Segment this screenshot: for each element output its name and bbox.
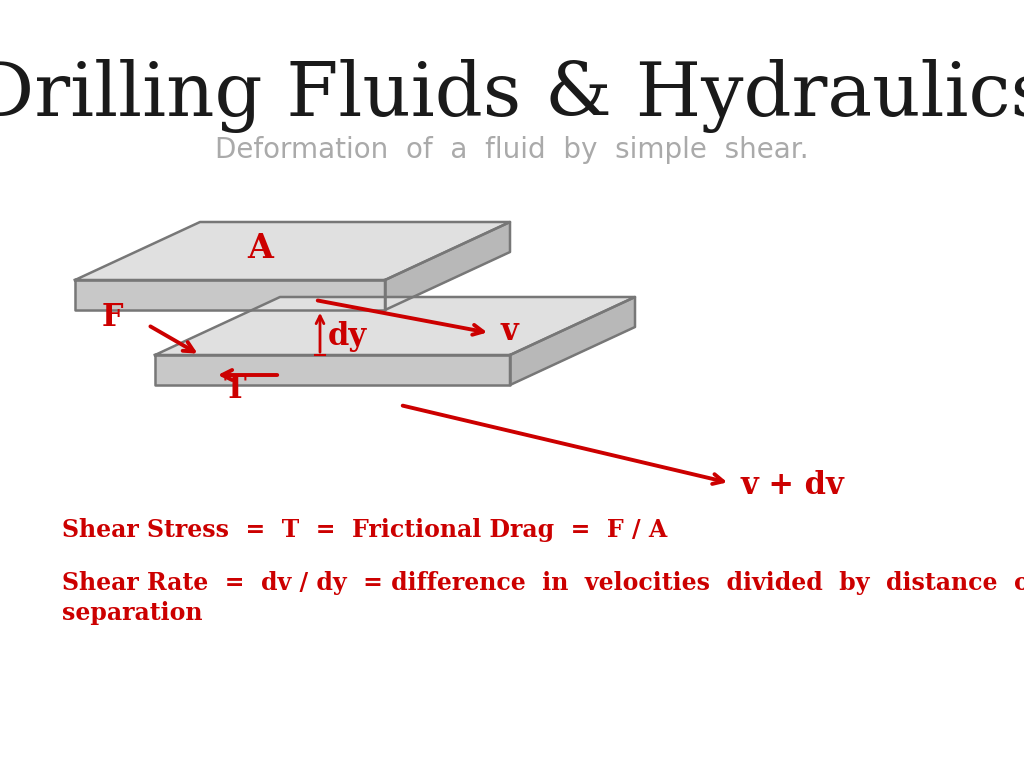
Text: v: v — [500, 316, 518, 346]
Text: Shear Stress  =  T  =  Frictional Drag  =  F / A: Shear Stress = T = Frictional Drag = F /… — [62, 518, 668, 542]
Polygon shape — [155, 297, 635, 355]
Polygon shape — [75, 280, 385, 310]
Text: Shear Rate  =  dv / dy  = difference  in  velocities  divided  by  distance  of: Shear Rate = dv / dy = difference in vel… — [62, 571, 1024, 595]
Polygon shape — [385, 222, 510, 310]
Text: F: F — [101, 303, 123, 333]
Text: Deformation  of  a  fluid  by  simple  shear.: Deformation of a fluid by simple shear. — [215, 136, 809, 164]
Polygon shape — [75, 222, 510, 280]
Text: v + dv: v + dv — [740, 471, 844, 502]
Text: Drilling Fluids & Hydraulics: Drilling Fluids & Hydraulics — [0, 59, 1024, 133]
Text: A: A — [247, 231, 273, 264]
Text: dy: dy — [328, 320, 368, 352]
Polygon shape — [155, 355, 510, 385]
Text: separation: separation — [62, 601, 203, 625]
Polygon shape — [510, 297, 635, 385]
Text: T: T — [223, 375, 247, 406]
